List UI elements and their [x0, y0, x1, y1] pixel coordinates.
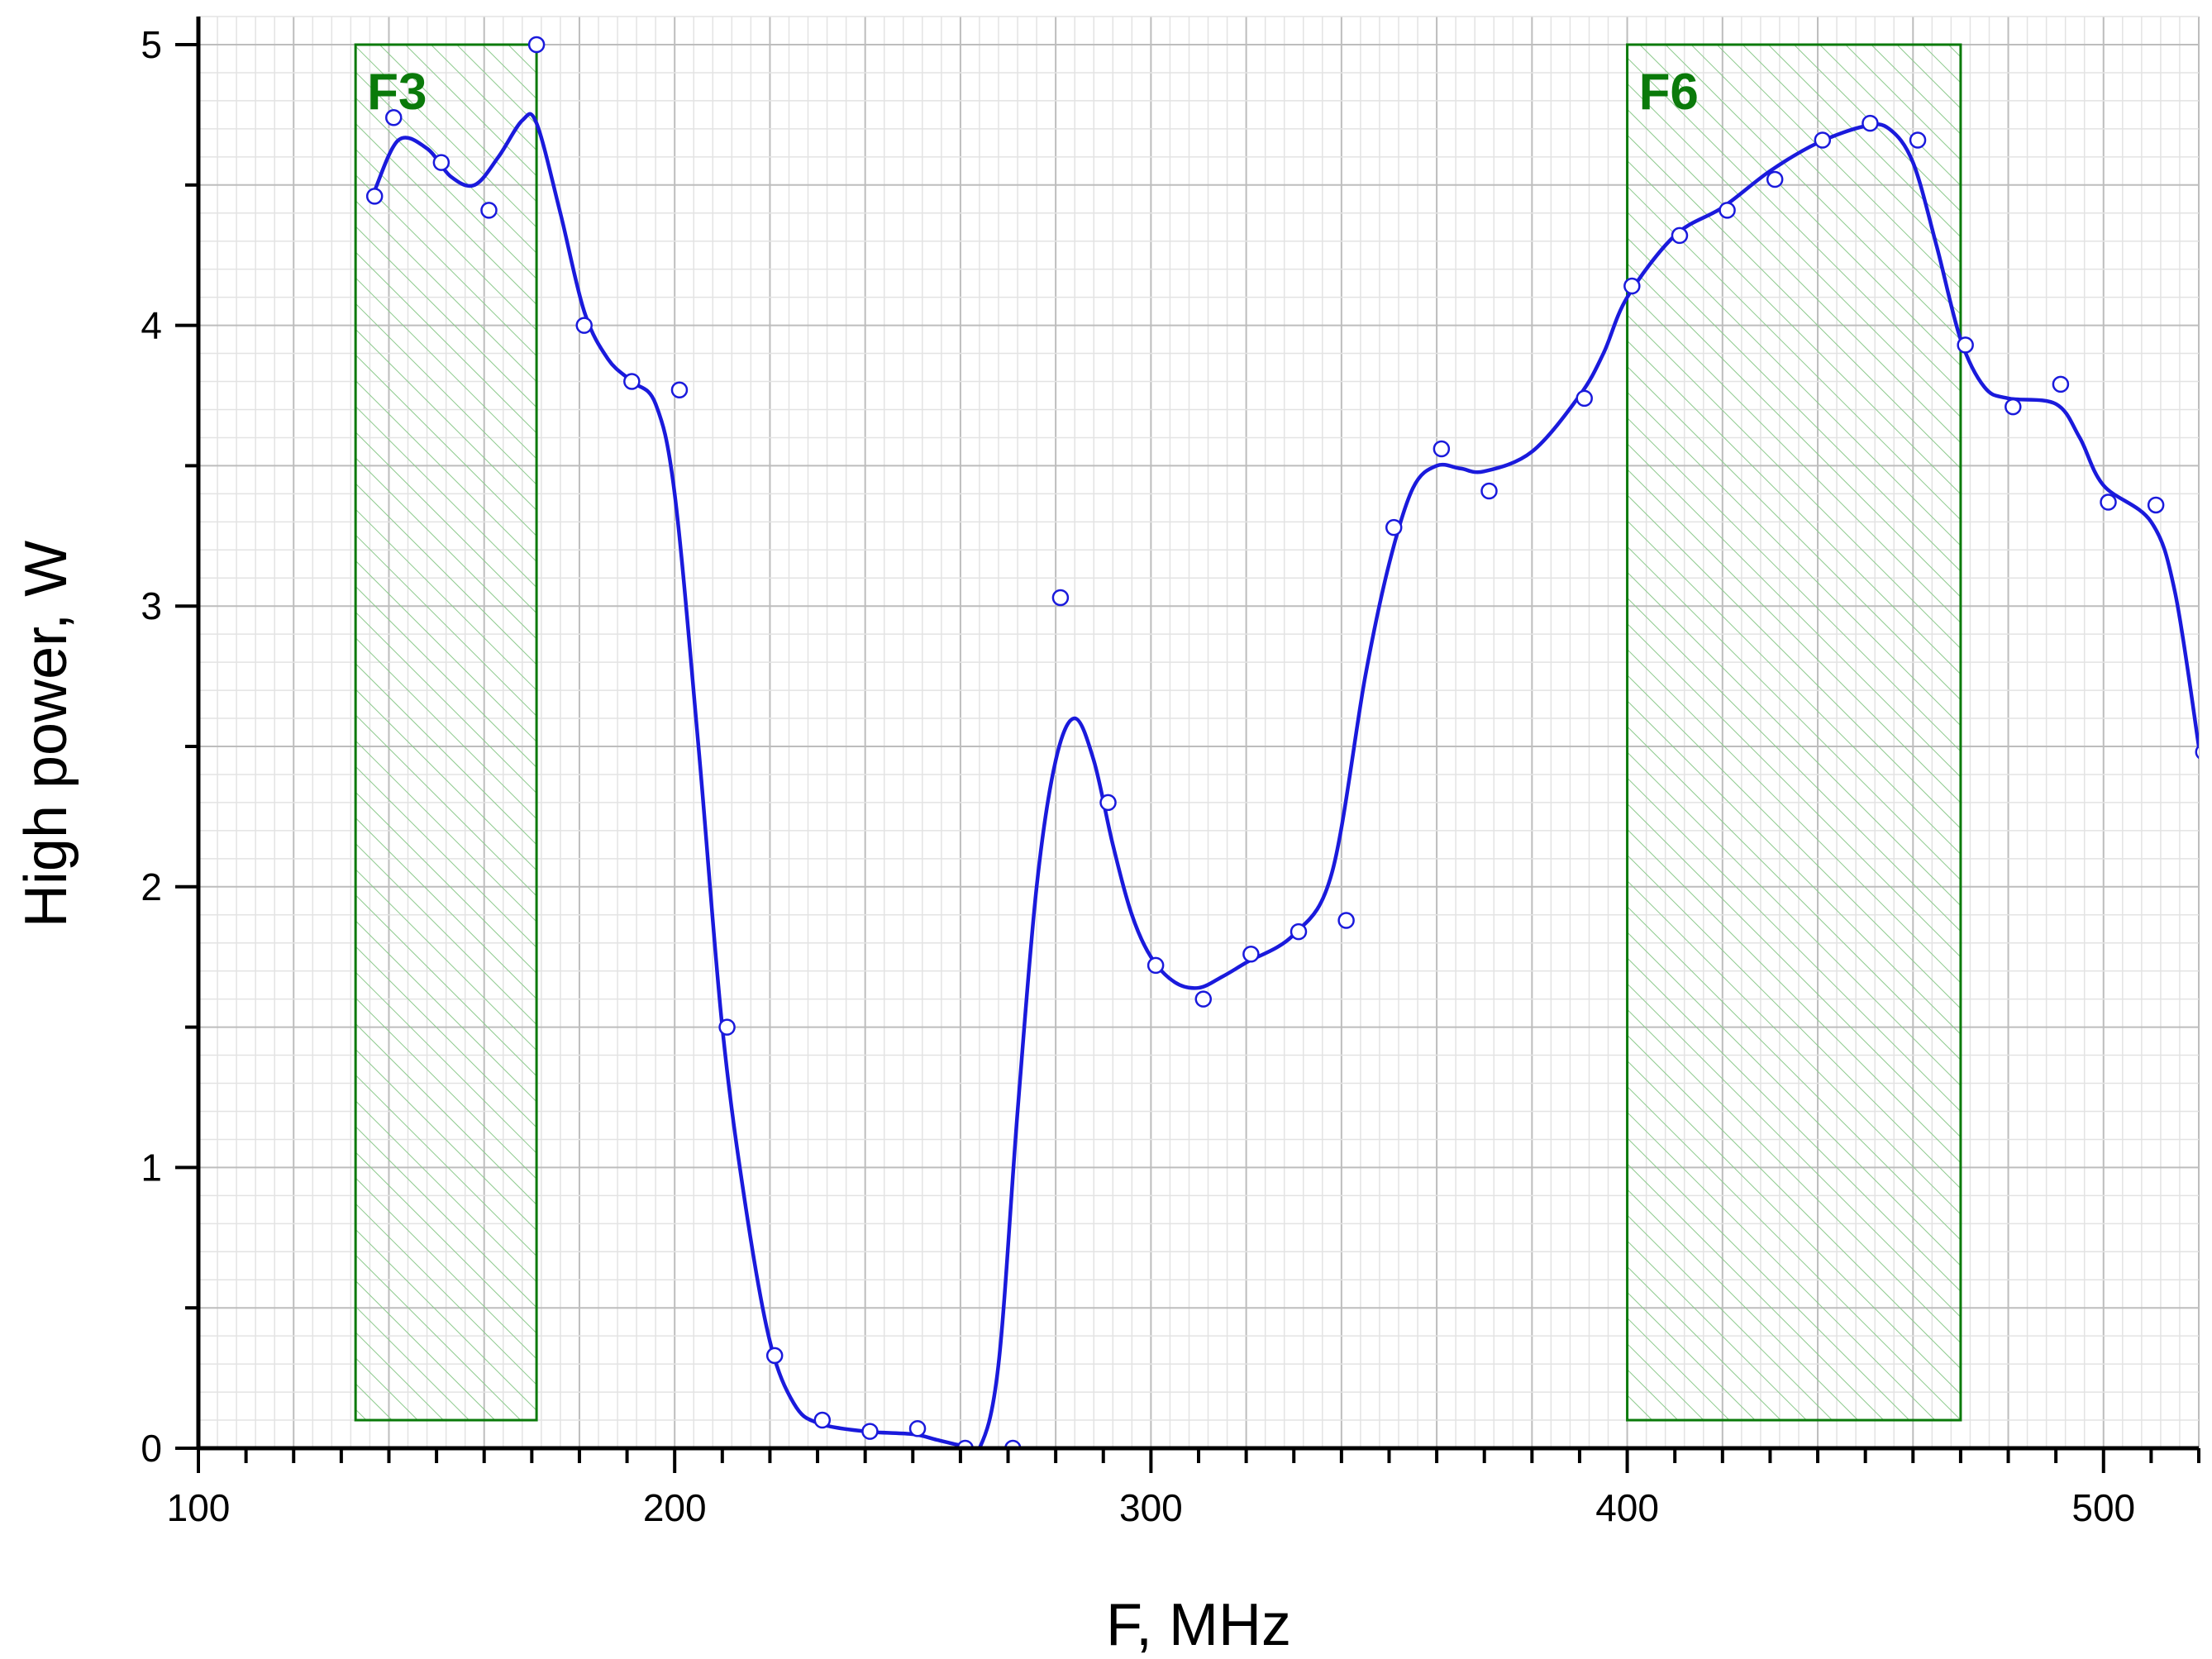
data-point	[1099, 794, 1117, 812]
data-point	[1909, 131, 1927, 149]
y-tick-label: 3	[141, 584, 162, 627]
data-point	[1480, 482, 1498, 500]
data-point	[1051, 589, 1070, 607]
fit-curve	[373, 112, 2199, 1448]
x-axis-title: F, MHz	[1106, 1592, 1291, 1658]
data-point	[1147, 956, 1165, 975]
bands: F3 F6	[354, 43, 1962, 1422]
y-tick-label: 0	[141, 1427, 162, 1470]
data-point	[527, 36, 546, 54]
data-point	[1290, 922, 1308, 941]
data-point	[480, 202, 498, 219]
data-point	[1337, 912, 1355, 929]
data-point	[1957, 336, 1974, 354]
series	[365, 36, 2199, 1448]
data-point	[765, 1347, 784, 1365]
band-f6	[1626, 43, 1962, 1422]
data-point	[670, 381, 689, 398]
y-tick-label: 4	[141, 304, 162, 347]
data-point	[1719, 202, 1736, 219]
x-tick-label: 400	[1595, 1486, 1659, 1529]
data-point	[365, 188, 384, 205]
band-label-f6: F6	[1639, 64, 1699, 121]
data-point	[1862, 114, 1879, 132]
x-tick-label: 500	[2071, 1486, 2135, 1529]
data-point	[718, 1018, 736, 1036]
data-point	[1671, 226, 1689, 245]
x-tick-label: 300	[1119, 1486, 1183, 1529]
y-axis-title: High power, W	[13, 541, 79, 927]
data-point	[575, 317, 593, 334]
data-point	[1194, 990, 1213, 1008]
data-point	[2195, 745, 2199, 760]
data-point	[1242, 946, 1260, 963]
y-tick-label: 2	[141, 865, 162, 908]
data-point	[908, 1419, 927, 1437]
data-point	[432, 154, 451, 171]
data-point	[2100, 493, 2117, 511]
data-point	[1814, 131, 1832, 149]
data-point	[1576, 389, 1593, 408]
data-point	[1766, 170, 1784, 188]
data-point	[1385, 518, 1403, 536]
axes: 100 200 300 400 500 0 1 2 3 4 5	[141, 17, 2200, 1529]
data-point	[2147, 496, 2165, 514]
data-point	[1433, 440, 1451, 458]
data-point	[2052, 375, 2070, 393]
band-f3	[354, 43, 538, 1422]
x-tick-label: 100	[167, 1486, 231, 1529]
data-point	[2005, 398, 2022, 416]
data-point	[813, 1411, 832, 1429]
data-point	[384, 109, 403, 126]
data-point	[861, 1423, 879, 1440]
x-tick-label: 200	[643, 1486, 707, 1529]
y-tick-label: 1	[141, 1146, 162, 1189]
data-point	[623, 373, 641, 390]
y-tick-label: 5	[141, 23, 162, 66]
data-point	[1623, 277, 1641, 295]
